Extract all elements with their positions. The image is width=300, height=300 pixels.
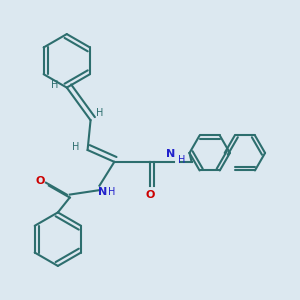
Text: O: O bbox=[145, 190, 155, 200]
Text: H: H bbox=[108, 187, 115, 196]
Text: N: N bbox=[166, 149, 176, 160]
Text: H: H bbox=[178, 155, 185, 165]
Text: H: H bbox=[51, 80, 58, 90]
Text: H: H bbox=[96, 108, 103, 118]
Text: N: N bbox=[98, 187, 107, 196]
Text: H: H bbox=[72, 142, 80, 152]
Text: O: O bbox=[35, 176, 45, 186]
